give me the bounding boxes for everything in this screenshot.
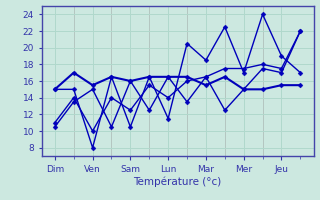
X-axis label: Température (°c): Température (°c) xyxy=(133,177,222,187)
